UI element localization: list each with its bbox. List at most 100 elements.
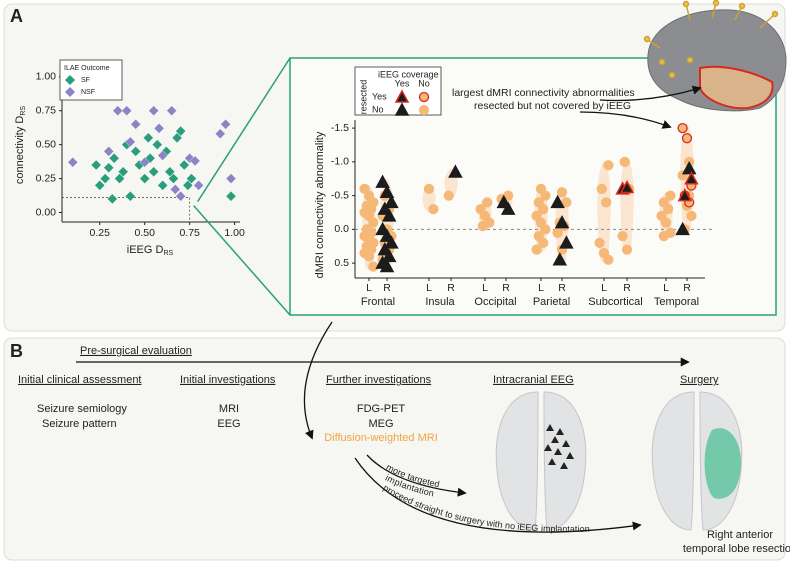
triangle-point [379,184,395,198]
y-tick-label: 0.50 [36,138,57,150]
circle-point [617,230,628,242]
scatter-point [103,146,115,157]
circle-point [443,190,454,201]
scatter-point [148,166,159,178]
column-heading: Intracranial EEG [493,374,574,386]
x-tick-label: R [683,282,691,294]
circle-point [663,203,674,215]
triangle-point [381,208,397,222]
circle-point [660,217,672,228]
scatter-point [139,173,150,184]
column-heading: Further investigations [326,374,432,386]
triangle-point [675,221,690,236]
scatter-point [130,146,141,157]
column-item: EEG [217,418,240,430]
circle-point [658,230,669,242]
scatter-point [125,136,136,148]
legend-axis-label: resected [358,80,368,115]
y-tick-label: -0.5 [331,189,349,201]
legend-swatch [65,87,75,97]
y-tick-label: 1.00 [36,71,57,83]
legend-swatch [65,75,75,85]
triangle-point [559,235,574,249]
triangle-point [684,171,699,185]
triangle-point [677,188,693,202]
scatter-point [189,155,201,167]
scatter-point [103,162,115,173]
scatter-point [178,159,190,171]
region-label: Subcortical [588,296,642,308]
brain-top-ieeg [495,391,587,531]
violin [620,157,634,254]
brain-top-surgery [651,391,743,531]
scatter-point [168,173,179,184]
scatter-point [67,157,79,168]
circle-point [665,190,676,201]
scatter-point [184,152,195,164]
x-tick-label: L [663,282,669,294]
scatter-point [225,190,237,202]
region-label: Occipital [474,296,516,308]
circle-point [368,261,379,272]
circle-point [603,160,614,171]
x-tick-label: 0.25 [90,227,111,239]
region-label: Insula [425,296,455,308]
triangle-point [375,174,390,188]
circle-point [477,220,488,232]
scatter-point [157,180,168,191]
scatter-point [130,119,141,130]
column-item: Seizure pattern [42,418,117,430]
flow-arrow [303,321,333,440]
circle-point [619,156,630,168]
scatter-point [117,166,129,178]
circle-point [540,190,551,201]
circle-point [621,244,633,255]
x-tick-label: R [383,282,391,294]
legend-swatch [418,104,430,116]
x-tick-label: L [426,282,432,294]
x-tick-label: 0.50 [134,227,155,239]
circle-point [681,133,693,144]
column-heading: Initial investigations [180,374,276,386]
region-label: Parietal [533,296,570,308]
column-heading: Surgery [680,374,719,386]
region-label: Temporal [654,296,699,308]
zoom-connector [193,205,291,316]
region-label: Frontal [361,296,395,308]
triangle-point [619,179,635,194]
circle-point [368,217,379,228]
column-heading: Initial clinical assessment [18,374,142,386]
scatter-point [94,180,106,191]
triangle-point [381,248,397,263]
legend-row: No [372,104,384,114]
circle-point [561,197,572,208]
x-tick-label: L [538,282,544,294]
circle-point [556,187,568,198]
legend-label: SF [81,77,90,84]
legend-swatch [418,91,430,103]
y-tick-label: 0.00 [36,206,57,218]
circle-point [552,227,563,238]
column-item: temporal lobe resection [683,543,790,555]
scatter-point [125,190,136,202]
label-main: iEEG D [127,244,164,256]
highlight-item: Diffusion-weighted MRI [324,432,438,444]
legend-label: NSF [81,89,95,96]
circle-point [482,197,493,208]
x-tick-label: R [502,282,510,294]
column-item: Right anterior [707,529,773,541]
circle-point [428,203,439,215]
legend-column: No [418,78,430,88]
scatter-point [175,190,186,202]
scatter-point [171,132,183,144]
scatter-point [148,105,159,116]
label-main: connectivity D [14,116,26,185]
scatter-point [121,105,133,116]
column-item: MRI [219,403,239,415]
triangle-point [681,161,697,175]
y-tick-label: -1.0 [331,156,349,168]
x-tick-label: R [558,282,566,294]
circle-point [601,197,612,208]
triangle-point [554,215,570,229]
